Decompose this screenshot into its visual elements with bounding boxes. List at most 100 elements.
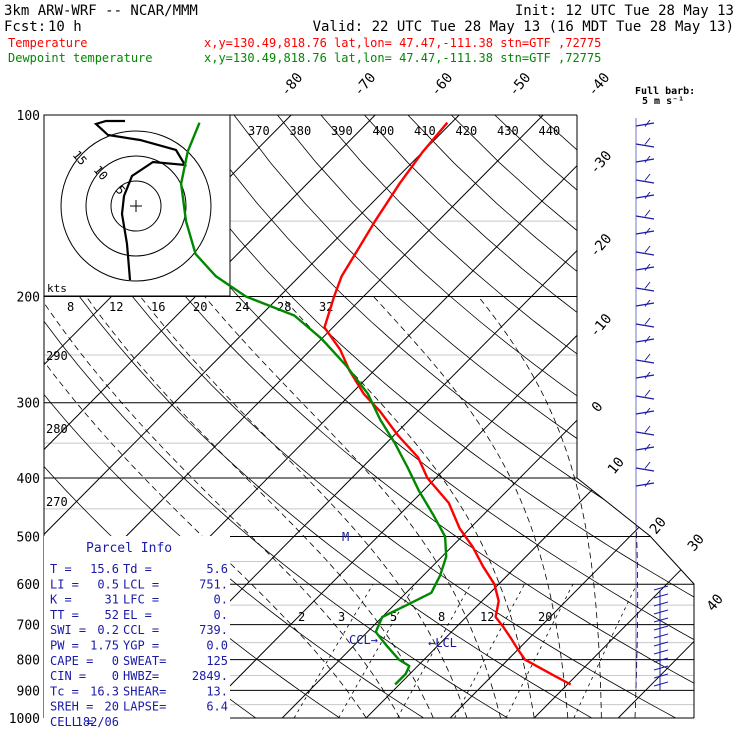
dry-adiabat	[44, 115, 508, 718]
mixing-ratio-line	[505, 584, 574, 718]
wind-barb-flag	[644, 209, 651, 217]
isotherm-line	[281, 115, 694, 718]
hodograph-ring	[60, 130, 212, 282]
moist-adiabat	[140, 296, 468, 718]
wind-barb-flag	[644, 407, 651, 415]
parcel-info-cell: 0.2	[97, 623, 119, 637]
parcel-info-cell: EL =	[123, 608, 152, 622]
wind-barb-flag	[644, 227, 651, 235]
wind-barb-flag	[644, 371, 651, 379]
parcel-info-cell: LAPSE=	[123, 700, 166, 714]
moist-adiabat	[373, 296, 569, 718]
parcel-info-cell: K =	[50, 593, 72, 607]
parcel-info-cell: CELL =	[50, 715, 93, 729]
pressure-tick-label: 400	[17, 472, 40, 487]
theta-e-label: 390	[331, 124, 353, 138]
isotherm-label: 30	[685, 531, 708, 554]
wind-barb-flag	[644, 281, 651, 289]
wind-barb-flag	[644, 119, 651, 127]
dry-adiabat	[538, 115, 694, 718]
hodograph-ring	[85, 155, 187, 257]
wind-barb	[653, 625, 669, 631]
wind-barb	[635, 359, 655, 364]
parcel-info-cell: 0.5	[97, 577, 119, 591]
wind-barb	[635, 467, 655, 472]
parcel-info-cell: CAPE =	[50, 654, 93, 668]
dry-adiabat	[59, 115, 694, 718]
valid-time: Valid: 22 UTC Tue 28 May 13 (16 MDT Tue …	[313, 19, 734, 35]
wind-barb	[653, 593, 669, 599]
dry-adiabat	[451, 115, 694, 718]
mixing-ratio-line	[397, 584, 472, 718]
isotherm-label: -80	[278, 70, 307, 100]
parcel-info-cell: TT =	[50, 608, 79, 622]
mixing-ratio-line	[338, 583, 416, 718]
isotherm-label: 40	[704, 591, 727, 614]
dry-adiabat	[407, 115, 694, 718]
dry-adiabat	[44, 115, 676, 718]
upper-axis-label: 12	[109, 300, 123, 314]
parcel-info-cell: 6.4	[206, 700, 228, 714]
wind-barb-flag	[644, 245, 651, 253]
wind-barb-flag	[644, 425, 651, 433]
wind-barb-flag	[644, 191, 651, 199]
wind-barb	[653, 673, 669, 679]
wind-barb	[653, 633, 669, 639]
wind-barb	[635, 143, 655, 148]
moist-adiabat	[583, 296, 639, 718]
parcel-info-cell: 125	[206, 654, 228, 668]
wind-barb	[635, 302, 655, 307]
wind-barb	[653, 641, 669, 647]
wind-barb	[653, 585, 669, 591]
theta-e-label: 410	[414, 124, 436, 138]
parcel-info-cell: PW =	[50, 639, 79, 653]
wind-barb	[635, 230, 655, 235]
isotherm-line	[533, 115, 694, 718]
wind-barb	[635, 482, 655, 487]
dry-adiabat	[668, 115, 694, 718]
upper-axis-label: 8	[67, 300, 74, 314]
moist-adiabat	[44, 296, 401, 718]
parcel-info-cell: 2849.	[192, 669, 228, 683]
dry-adiabat	[233, 115, 694, 718]
dry-adiabat	[190, 115, 694, 718]
isotherm-line	[197, 115, 694, 718]
parcel-info-cell: Tc =	[50, 684, 79, 698]
wind-barb-flag	[644, 389, 651, 397]
wind-barb-flag	[644, 461, 651, 469]
dewpoint-legend: Dewpoint temperature	[8, 51, 153, 65]
wind-barb	[635, 158, 655, 163]
temperature-location: x,y=130.49,818.76 lat,lon= 47.47,-111.38…	[204, 36, 601, 50]
wind-barb	[635, 410, 655, 415]
dry-adiabat	[494, 115, 694, 718]
wind-barb	[635, 215, 655, 220]
wind-barb-flag	[644, 335, 651, 343]
wind-barb	[635, 431, 655, 436]
wind-barb	[653, 609, 669, 615]
wind-barb	[653, 601, 669, 607]
isotherm-label: -30	[587, 148, 616, 178]
wind-barb	[635, 395, 655, 400]
parcel-info-cell: 13.	[206, 684, 228, 698]
parcel-info-cell: 5.6	[206, 562, 228, 576]
wind-barb	[635, 179, 655, 184]
theta-label: 270	[46, 495, 68, 509]
pressure-tick-label: 900	[17, 684, 40, 699]
theta-e-label: 370	[248, 124, 270, 138]
theta-label: 290	[46, 349, 68, 363]
wind-barbs	[635, 118, 669, 690]
parcel-info-cell: CCL =	[123, 623, 159, 637]
isotherm-line	[44, 115, 376, 718]
forecast-label: Fcst:	[4, 19, 46, 35]
wind-barb	[653, 649, 669, 655]
parcel-info-cell: 751.	[199, 577, 228, 591]
parcel-info-cell: 31	[105, 593, 119, 607]
mixing-ratio-label: 2	[298, 610, 305, 624]
parcel-info-cell: 739.	[199, 623, 228, 637]
wind-barb	[635, 338, 655, 343]
temperature-legend: Temperature	[8, 36, 87, 50]
wind-barb	[635, 122, 655, 127]
parcel-marker: M	[342, 530, 349, 544]
parcel-info-cell: 52	[105, 608, 119, 622]
